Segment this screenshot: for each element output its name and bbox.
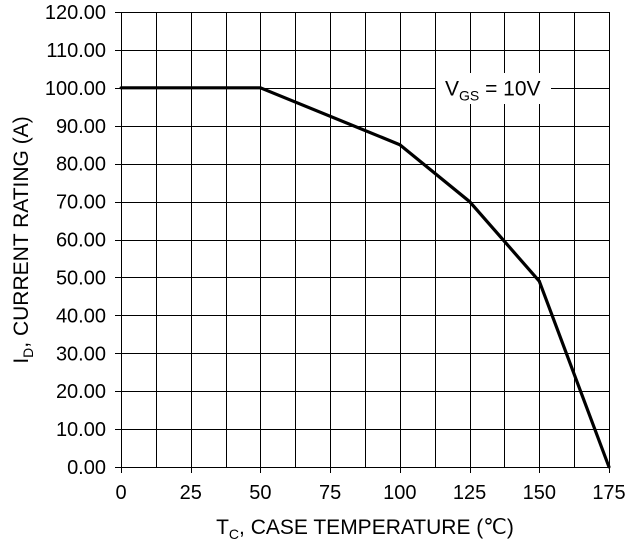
x-tick-label: 25 bbox=[180, 482, 202, 504]
y-tick-labels: 0.00 10.00 20.00 30.00 40.00 50.00 60.00 70.00 8… bbox=[45, 2, 106, 479]
y-tick-label: 40.00 bbox=[56, 305, 106, 327]
y-tick-label: 70.00 bbox=[56, 192, 106, 214]
y-tick-label: 0.00 bbox=[67, 457, 106, 479]
tick-marks bbox=[115, 12, 610, 473]
annotation-symbol: V bbox=[445, 78, 459, 101]
y-tick-label: 110.00 bbox=[46, 40, 106, 62]
y-tick-label: 100.00 bbox=[45, 78, 106, 100]
y-tick-label: 20.00 bbox=[56, 381, 106, 403]
x-tick-label: 150 bbox=[523, 482, 556, 504]
plot-border bbox=[121, 12, 610, 468]
data-point bbox=[119, 86, 123, 90]
y-axis-title-subscript: D bbox=[20, 348, 36, 358]
series-layer bbox=[119, 86, 611, 469]
data-point bbox=[258, 86, 262, 90]
y-tick-label: 80.00 bbox=[56, 154, 106, 176]
y-axis-title: ID, CURRENT RATING (A) bbox=[10, 116, 36, 363]
y-axis-title-text: , CURRENT RATING (A) bbox=[10, 116, 33, 347]
annotation: VGS = 10V bbox=[436, 73, 551, 104]
data-point bbox=[537, 279, 541, 283]
y-tick-label: 50.00 bbox=[56, 267, 106, 289]
x-axis-title-text: , CASE TEMPERATURE (℃) bbox=[239, 516, 514, 539]
annotation-subscript: GS bbox=[459, 88, 479, 104]
x-tick-label: 100 bbox=[383, 482, 416, 504]
x-axis-title-symbol: T bbox=[216, 516, 229, 539]
x-tick-label: 125 bbox=[453, 482, 486, 504]
y-tick-label: 90.00 bbox=[56, 116, 106, 138]
y-tick-label: 10.00 bbox=[56, 419, 106, 441]
x-tick-label: 50 bbox=[249, 482, 271, 504]
data-point bbox=[398, 143, 402, 147]
x-tick-label: 175 bbox=[592, 482, 625, 504]
x-tick-labels: 0 25 50 75 100 125 150 175 bbox=[115, 482, 625, 504]
x-axis-title-subscript: C bbox=[229, 526, 239, 542]
data-point bbox=[468, 200, 472, 204]
x-tick-label: 0 bbox=[115, 482, 126, 504]
y-tick-label: 120.00 bbox=[45, 2, 106, 24]
annotation-background bbox=[436, 73, 551, 104]
x-tick-label: 75 bbox=[319, 482, 341, 504]
y-tick-label: 60.00 bbox=[56, 230, 106, 252]
y-tick-label: 30.00 bbox=[56, 343, 106, 365]
annotation-label: VGS = 10V bbox=[445, 78, 541, 104]
data-point bbox=[607, 465, 611, 469]
series-line bbox=[121, 86, 611, 468]
y-axis-title-symbol: I bbox=[10, 358, 33, 364]
x-axis-title: TC, CASE TEMPERATURE (℃) bbox=[216, 516, 514, 542]
annotation-text: = 10V bbox=[479, 78, 540, 101]
